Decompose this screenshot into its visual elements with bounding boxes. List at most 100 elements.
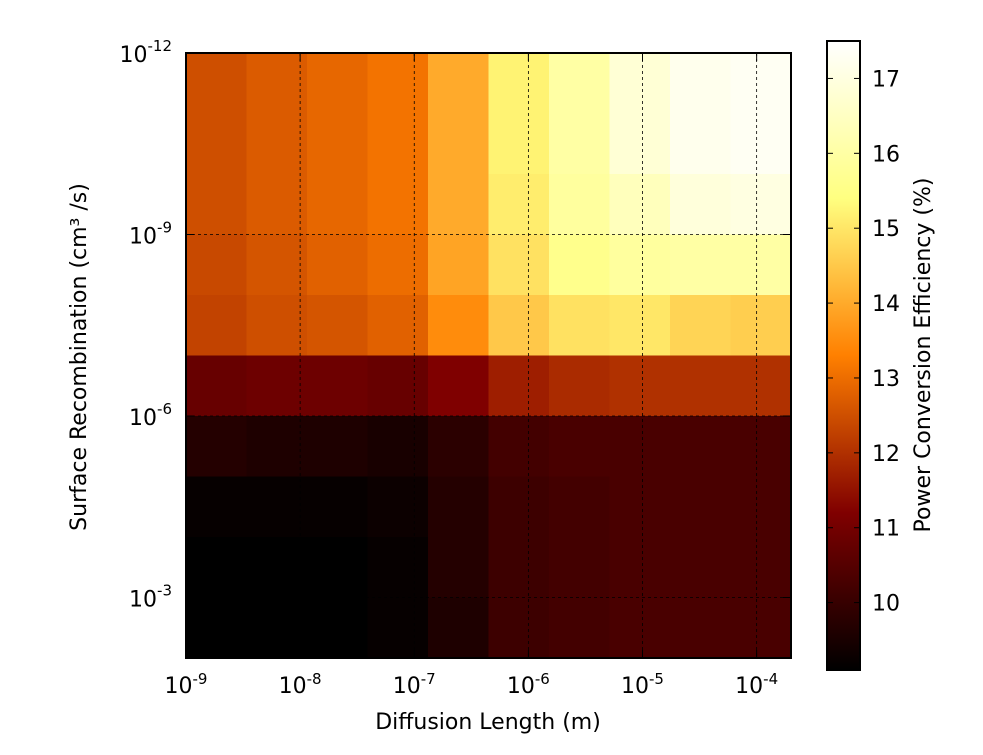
heatmap-cell	[307, 174, 369, 236]
heatmap-cell	[307, 597, 369, 659]
colorbar-tick-label: 17	[872, 67, 900, 92]
heatmap-cell	[367, 174, 429, 236]
y-axis-label: Surface Recombination (cm³ /s)	[67, 183, 92, 531]
heatmap-cell	[488, 537, 550, 599]
heatmap-cell	[367, 597, 429, 659]
heatmap-cell	[670, 295, 732, 357]
heatmap-cell	[367, 113, 429, 175]
heatmap-cell	[488, 113, 550, 175]
heatmap-cell	[186, 234, 248, 296]
heatmap-cell	[730, 113, 792, 175]
heatmap-cell	[609, 174, 671, 236]
colorbar-tick-label: 16	[872, 142, 900, 167]
heatmap-cell	[307, 53, 369, 115]
heatmap-cell	[428, 416, 490, 478]
heatmap-cell	[730, 416, 792, 478]
heatmap-cell	[307, 416, 369, 478]
heatmap-cell	[549, 113, 611, 175]
colorbar-tick-label: 11	[872, 517, 900, 542]
heatmap-cell	[730, 597, 792, 659]
heatmap-cell	[488, 416, 550, 478]
y-tick-label: 10-3	[129, 582, 172, 613]
heatmap-cell	[307, 234, 369, 296]
heatmap-cell	[186, 113, 248, 175]
heatmap-cell	[428, 234, 490, 296]
heatmap-cell	[186, 53, 248, 115]
heatmap-cell	[549, 174, 611, 236]
heatmap-cell	[549, 295, 611, 357]
heatmap-cell	[186, 295, 248, 357]
colorbar-tick-label: 10	[872, 592, 900, 617]
heatmap-cell	[367, 295, 429, 357]
x-tick-label: 10-6	[507, 670, 550, 699]
heatmap-cell	[549, 53, 611, 115]
heatmap-cell	[609, 537, 671, 599]
heatmap-cell	[609, 416, 671, 478]
heatmap-cell	[609, 53, 671, 115]
heatmap-cell	[670, 355, 732, 417]
heatmap-cell	[246, 537, 308, 599]
heatmap-cell	[186, 476, 248, 538]
heatmap-cell	[307, 537, 369, 599]
x-tick-label: 10-4	[735, 670, 778, 699]
heatmap-cell	[246, 174, 308, 236]
heatmap-cell	[549, 597, 611, 659]
heatmap-cell	[549, 355, 611, 417]
heatmap-cell	[730, 355, 792, 417]
heatmap-cell	[609, 234, 671, 296]
colorbar-tick-labels: 10 11 12 13 14 15 16 17	[872, 67, 900, 616]
y-tick-labels: 10-12 10-9 10-6 10-3	[120, 37, 173, 613]
y-tick-label: 10-9	[129, 219, 172, 250]
heatmap-cell	[367, 53, 429, 115]
heatmap-cell	[367, 355, 429, 417]
heatmap-cell	[246, 234, 308, 296]
heatmap-cell	[307, 113, 369, 175]
heatmap-cell	[186, 355, 248, 417]
heatmap-cell	[307, 295, 369, 357]
heatmap-cell	[246, 355, 308, 417]
heatmap-cell	[367, 234, 429, 296]
x-tick-label: 10-9	[165, 670, 208, 699]
heatmap-cell	[367, 476, 429, 538]
heatmap-cell	[609, 597, 671, 659]
heatmap-cells	[186, 53, 792, 659]
heatmap-cell	[367, 537, 429, 599]
heatmap-cell	[670, 234, 732, 296]
heatmap-cell	[670, 53, 732, 115]
x-tick-label: 10-8	[279, 670, 322, 699]
heatmap-cell	[246, 597, 308, 659]
heatmap-cell	[730, 234, 792, 296]
heatmap-cell	[428, 113, 490, 175]
heatmap-cell	[428, 355, 490, 417]
heatmap-cell	[246, 295, 308, 357]
heatmap-cell	[488, 355, 550, 417]
heatmap-cell	[428, 53, 490, 115]
x-tick-label: 10-5	[621, 670, 664, 699]
heatmap-cell	[428, 597, 490, 659]
heatmap-cell	[549, 476, 611, 538]
y-tick-label: 10-12	[120, 37, 173, 68]
colorbar	[826, 40, 861, 671]
heatmap-cell	[730, 174, 792, 236]
x-tick-label: 10-7	[393, 670, 436, 699]
colorbar-tick-label: 15	[872, 217, 900, 242]
x-tick-labels: 10-9 10-8 10-7 10-6 10-5 10-4	[165, 670, 779, 699]
heatmap-cell	[730, 295, 792, 357]
heatmap-cell	[730, 537, 792, 599]
colorbar-tick-label: 12	[872, 442, 900, 467]
heatmap-cell	[428, 174, 490, 236]
heatmap-cell	[488, 234, 550, 296]
heatmap-cell	[428, 537, 490, 599]
heatmap-cell	[186, 174, 248, 236]
heatmap-cell	[367, 416, 429, 478]
heatmap-cell	[609, 113, 671, 175]
axis-ticks	[185, 52, 791, 658]
colorbar-tick-label: 13	[872, 367, 900, 392]
grid-lines	[186, 52, 791, 658]
heatmap-cell	[246, 476, 308, 538]
colorbar-tick-label: 14	[872, 292, 900, 317]
heatmap-cell	[730, 476, 792, 538]
heatmap-cell	[186, 537, 248, 599]
heatmap-cell	[670, 416, 732, 478]
